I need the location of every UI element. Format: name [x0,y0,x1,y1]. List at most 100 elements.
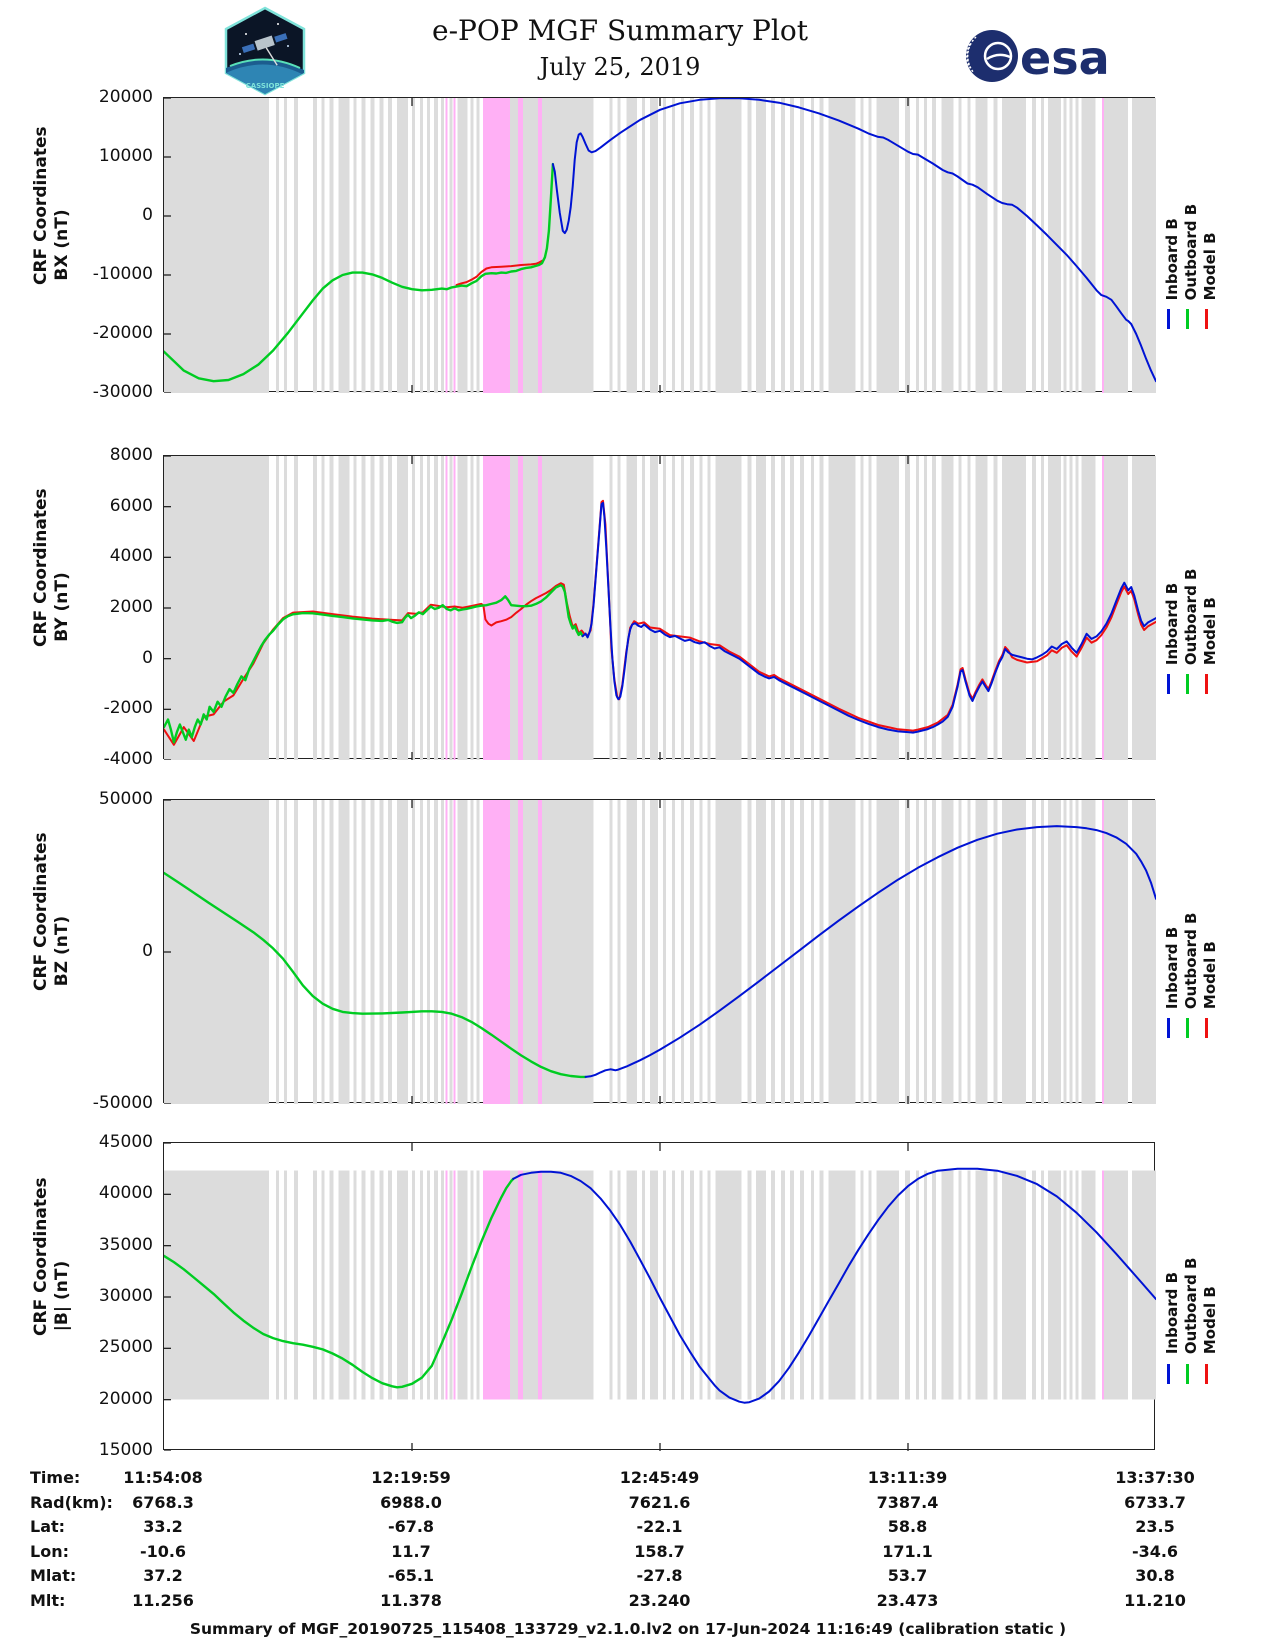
data-quality-band-gray [1081,98,1096,393]
y-tick-label: -50000 [92,1093,153,1113]
data-quality-band-gray [284,800,287,1104]
data-quality-band-gray [860,456,864,760]
data-quality-band-gray [967,456,971,760]
data-quality-band-gray [433,1170,438,1400]
data-quality-band-gray [457,800,468,1104]
cassiope-mission-patch-icon: CASSIOPE [216,6,314,100]
page-title: e-POP MGF Summary Plot [432,14,808,47]
data-quality-band-gray [680,98,684,393]
data-quality-band-gray [771,800,776,1104]
data-quality-band-gray [338,456,350,760]
data-quality-band-gray [993,98,998,393]
data-quality-band-gray [1032,98,1036,393]
data-quality-band-gray [510,1170,519,1400]
table-row-label-radkm: Rad(km): [30,1492,113,1512]
y-axis-label-bz: CRF Coordinates BZ (nT) [31,832,72,991]
y-tick-label: 25000 [98,1337,153,1358]
y-tick-label: -2000 [103,698,153,719]
data-quality-band-gray [771,98,776,393]
panel-bx [163,97,1156,393]
y-tick-label: 30000 [98,1286,153,1306]
table-cell: 6733.7 [1124,1492,1186,1512]
data-quality-band-gray [915,1170,919,1400]
calibration-band-magenta [453,800,456,1104]
table-row-label-lat: Lat: [30,1517,66,1537]
series-outboard-b [164,162,555,383]
table-cell: 33.2 [143,1517,183,1537]
calibration-band-magenta [482,456,511,760]
data-quality-band-gray [747,98,752,393]
calibration-band-magenta [445,98,448,393]
data-quality-band-gray [370,1170,375,1400]
data-quality-band-gray [617,800,621,1104]
data-quality-band-gray [449,456,453,760]
table-cell: 53.7 [887,1566,928,1586]
data-quality-band-gray [941,800,954,1104]
data-quality-band-gray [689,1170,694,1400]
table-cell: 11.256 [132,1591,194,1610]
data-quality-band-gray [1075,456,1079,760]
calibration-band-magenta [482,800,511,1104]
data-quality-band-gray [1081,456,1096,760]
data-quality-band-gray [876,456,900,760]
data-quality-band-gray [799,800,804,1104]
data-quality-band-gray [609,1170,613,1400]
data-quality-band-gray [868,456,872,760]
data-quality-band-gray [790,98,794,393]
data-quality-band-gray [868,800,872,1104]
data-quality-band-gray [819,98,824,393]
calibration-band-magenta [538,1170,542,1400]
y-axis-label-b: CRF Coordinates |B| (nT) [31,1177,72,1336]
data-quality-band-gray [689,456,694,760]
legend-marker-outboard-b [1186,1017,1189,1038]
legend-label-outboard-b: Outboard B [1182,912,1200,1009]
y-tick-label: -30000 [92,382,153,402]
data-quality-band-gray [650,800,658,1104]
data-quality-band-gray [338,1170,350,1400]
data-quality-band-gray [433,98,438,393]
data-quality-band-gray [747,1170,752,1400]
table-cell: 158.7 [634,1541,685,1561]
data-quality-band-gray [353,456,357,760]
data-quality-band-gray [781,800,785,1104]
data-quality-band-gray [379,456,384,760]
data-quality-band-gray [868,98,872,393]
data-quality-band-gray [671,98,675,393]
data-quality-band-gray [680,1170,684,1400]
data-quality-band-gray [715,800,742,1104]
data-quality-band-gray [663,456,666,760]
legend-label-inboard-b: Inboard B [1163,926,1181,1009]
data-quality-band-gray [1063,98,1067,393]
data-quality-band-gray [1040,98,1044,393]
data-quality-band-gray [747,456,752,760]
data-quality-band-gray [747,800,752,1104]
calibration-band-magenta [445,1170,448,1400]
data-quality-band-gray [671,1170,675,1400]
data-quality-band-gray [476,1170,480,1400]
table-row-label-lon: Lon: [30,1541,69,1561]
data-quality-band-gray [397,98,408,393]
data-quality-band-gray [707,800,711,1104]
data-quality-band-gray [958,456,962,760]
data-quality-band-gray [312,98,317,393]
data-quality-band-gray [419,98,423,393]
table-cell: 11.7 [391,1541,431,1561]
table-row-label-time: Time: [30,1468,81,1487]
data-quality-band-gray [876,800,900,1104]
data-quality-band-gray [329,456,334,760]
data-quality-band-gray [876,1170,900,1400]
data-quality-band-gray [860,1170,864,1400]
data-quality-band-gray [1069,800,1073,1104]
data-quality-band-gray [476,456,480,760]
table-cell: 23.473 [876,1591,939,1610]
data-quality-band-gray [542,800,594,1104]
data-quality-band-gray [828,98,856,393]
data-quality-band-gray [370,98,375,393]
table-row-label-mlat: Mlat: [30,1566,77,1586]
y-tick-label: -10000 [92,264,153,284]
data-quality-band-gray [810,1170,814,1400]
table-cell: -67.8 [387,1517,435,1537]
data-quality-band-gray [164,1170,270,1400]
data-quality-band-gray [510,456,519,760]
data-quality-band-gray [756,800,767,1104]
